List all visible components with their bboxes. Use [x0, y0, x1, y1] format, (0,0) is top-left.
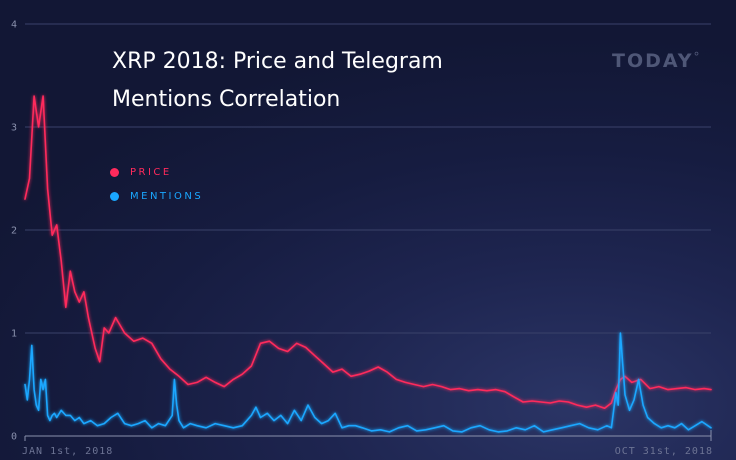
legend-item-mentions: MENTIONS [110, 184, 203, 208]
brand-name: TODAY [612, 50, 694, 72]
brand-logo: TODAY° [612, 50, 700, 72]
series-line-price [24, 95, 712, 409]
y-tick-label-0: 0 [11, 432, 17, 443]
brand-mark: ° [693, 50, 700, 64]
legend-dot-price [110, 167, 119, 177]
y-tick-label-2: 2 [11, 226, 17, 237]
x-tick-label-end: OCT 31st, 2018 [615, 446, 713, 457]
legend: PRICE MENTIONS [110, 160, 203, 208]
x-tick-label-start: JAN 1st, 2018 [22, 446, 113, 457]
series-lines [24, 95, 712, 433]
axes [24, 430, 712, 441]
legend-item-price: PRICE [110, 160, 203, 184]
x-tick-labels: JAN 1st, 2018 OCT 31st, 2018 [22, 446, 713, 457]
y-tick-labels: 0 1 2 3 4 [11, 20, 17, 443]
chart-title: XRP 2018: Price and Telegram Mentions Co… [112, 49, 443, 112]
y-tick-label-4: 4 [11, 20, 17, 31]
legend-dot-mentions [110, 191, 119, 201]
legend-label-price: PRICE [130, 166, 172, 178]
y-tick-label-1: 1 [11, 329, 17, 340]
legend-label-mentions: MENTIONS [130, 190, 204, 202]
series-line-mentions [24, 332, 712, 433]
y-tick-label-3: 3 [11, 123, 17, 134]
gridlines [25, 23, 711, 334]
